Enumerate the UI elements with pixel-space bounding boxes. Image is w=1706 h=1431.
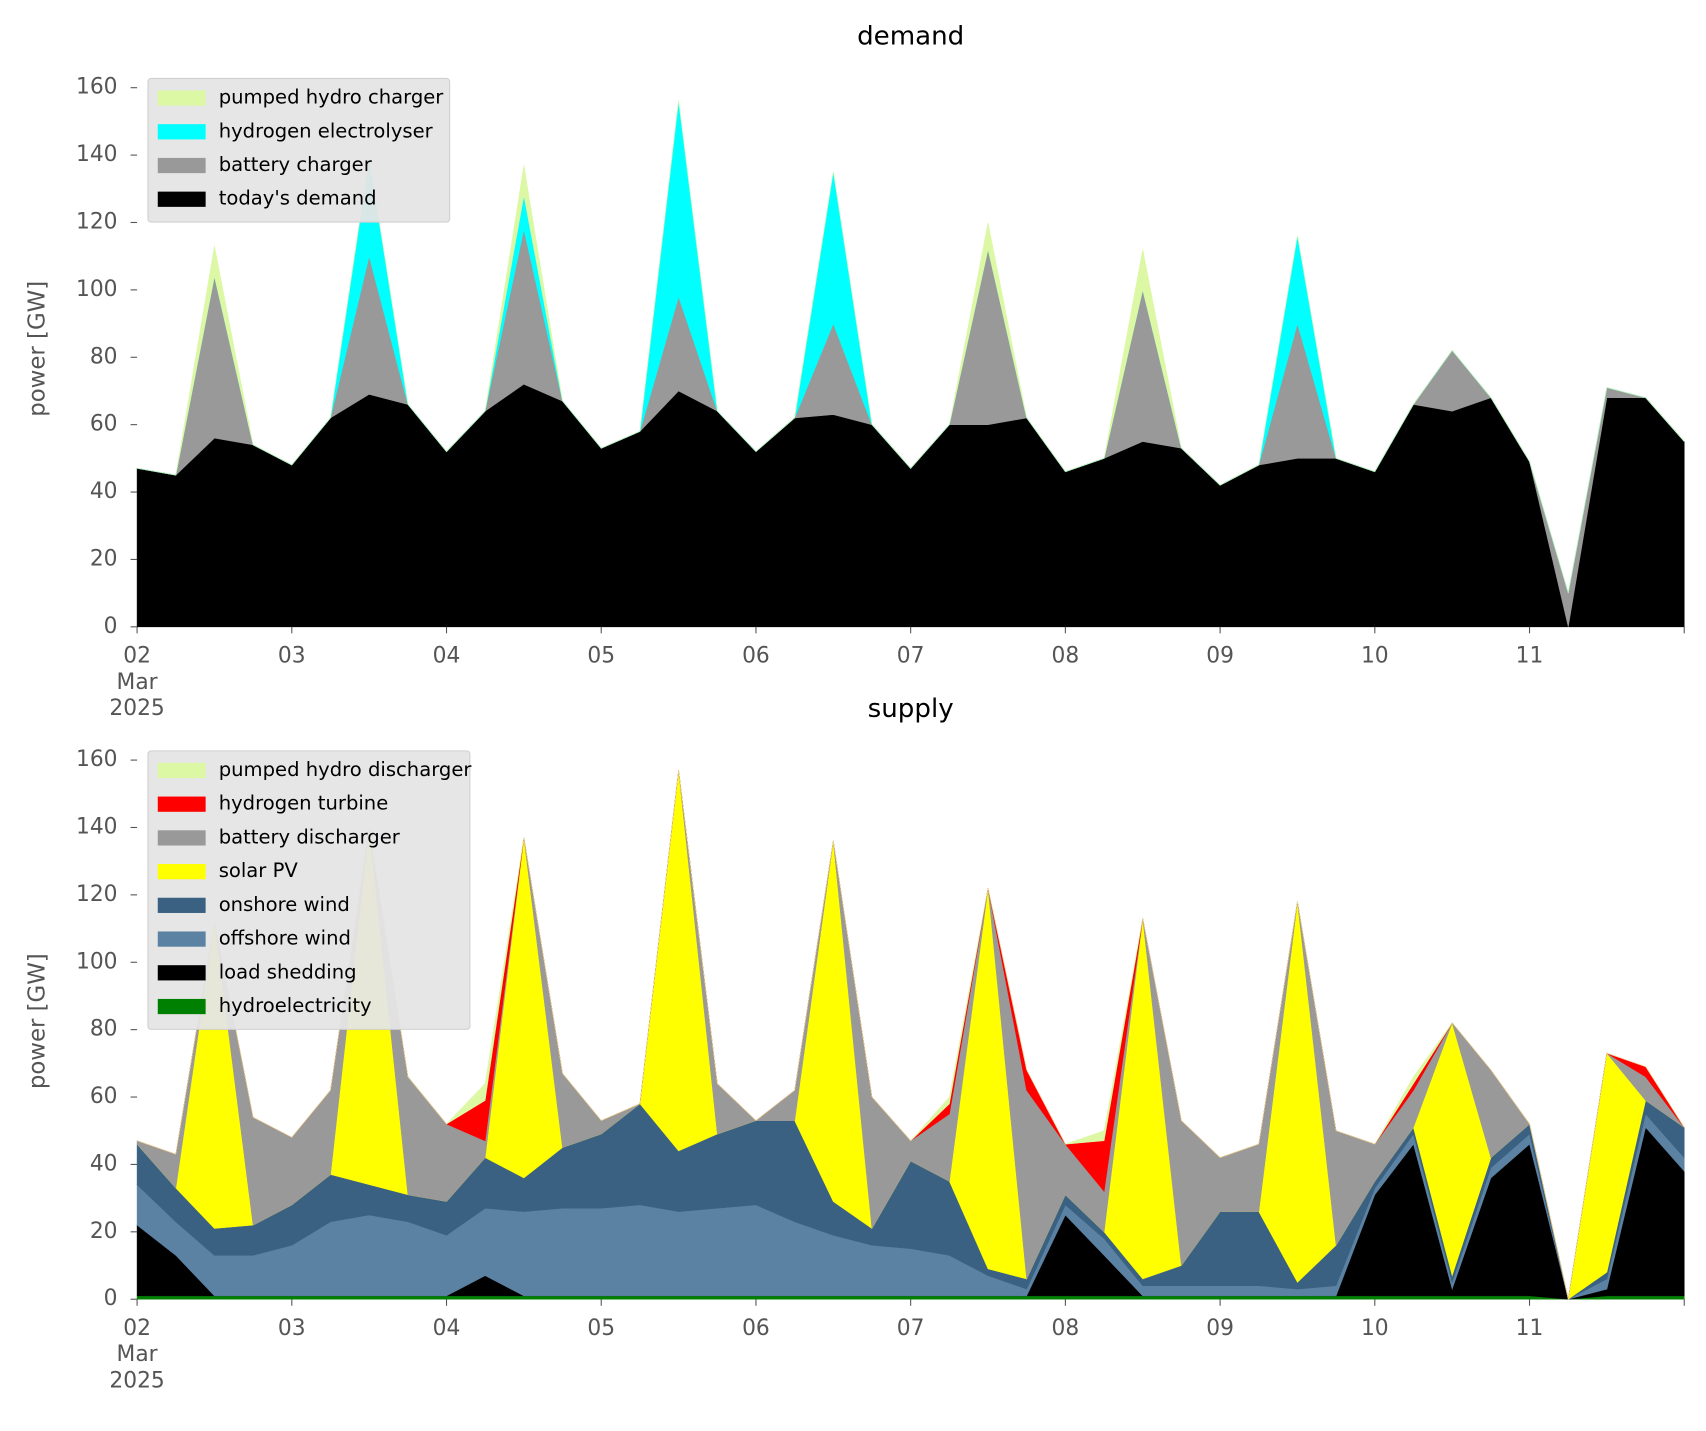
legend-swatch	[157, 796, 206, 812]
x-tick-label: 10	[1360, 642, 1389, 669]
legend-label: load shedding	[219, 960, 357, 983]
x-tick-label-box: 10	[1360, 1314, 1389, 1341]
legend-box	[147, 750, 471, 1030]
x-tick-label: 10	[1360, 1314, 1389, 1341]
x-tick-label-box: 02 Mar 2025	[109, 642, 165, 721]
x-tick-label: 02 Mar 2025	[109, 642, 165, 721]
legend-label: hydroelectricity	[219, 994, 372, 1017]
x-tick-label-box: 04	[432, 642, 461, 669]
x-tick-label-box: 11	[1515, 1314, 1544, 1341]
legend-label: hydrogen turbine	[219, 792, 389, 815]
chart-title: demand	[857, 22, 964, 52]
y-tick-label: 140	[76, 814, 118, 839]
x-tick-label: 02 Mar 2025	[109, 1314, 165, 1393]
x-tick-label-box: 03	[277, 1314, 306, 1341]
x-tick-label-box: 05	[587, 642, 616, 669]
y-axis-label: power [GW]	[25, 281, 51, 417]
y-tick-label: 80	[90, 1017, 118, 1042]
legend-label: battery discharger	[219, 825, 401, 848]
x-tick-label: 04	[432, 1314, 461, 1341]
y-tick-label: 60	[90, 412, 118, 437]
area	[137, 101, 1685, 594]
x-tick-label-box: 06	[742, 642, 770, 669]
y-tick-label: 100	[76, 949, 118, 974]
legend-swatch	[157, 830, 206, 846]
legend-swatch	[157, 90, 206, 106]
x-tick-label-box: 10	[1360, 642, 1389, 669]
x-tick-label: 06	[742, 1314, 770, 1341]
legend-box	[147, 77, 451, 223]
x-tick-label-box: 07	[896, 642, 925, 669]
x-tick-label: 11	[1515, 642, 1544, 669]
x-tick-label-box: 08	[1051, 1314, 1080, 1341]
y-tick-label: 40	[90, 1151, 118, 1176]
legend-swatch	[157, 157, 206, 174]
legend-label: pumped hydro discharger	[219, 758, 473, 781]
x-tick-label: 04	[432, 642, 461, 669]
x-tick-label-box	[1630, 642, 1706, 729]
legend-label: battery charger	[219, 153, 373, 176]
x-tick-label: 08	[1051, 1314, 1080, 1341]
x-tick-label: 07	[896, 1314, 925, 1341]
legend-swatch	[157, 864, 206, 880]
x-tick-label-box: 09	[1206, 1314, 1234, 1341]
legend-label: solar PV	[219, 859, 299, 882]
x-tick-label: 05	[587, 642, 616, 669]
legend-swatch	[157, 931, 206, 947]
x-tick-label-box: 07	[896, 1314, 925, 1341]
y-axis-label: power [GW]	[25, 953, 51, 1089]
x-tick-label: 05	[587, 1314, 616, 1341]
x-tick-label: 11	[1515, 1314, 1544, 1341]
y-tick-label: 120	[76, 882, 118, 907]
x-tick-label-box: 05	[587, 1314, 616, 1341]
y-tick-label: 160	[76, 75, 118, 100]
legend-swatch	[157, 998, 206, 1015]
x-tick-label: 09	[1206, 642, 1234, 669]
x-tick-label-box: 09	[1206, 642, 1234, 669]
y-tick-label: 0	[104, 614, 118, 639]
y-tick-label: 20	[90, 546, 118, 571]
y-tick-label: 20	[90, 1219, 118, 1244]
x-tick-label-box: 06	[742, 1314, 770, 1341]
y-tick-label: 0	[104, 1286, 118, 1311]
y-tick-label: 80	[90, 344, 118, 369]
area	[136, 770, 1685, 1300]
chart-title: supply	[868, 694, 954, 724]
x-tick-label-box: 02 Mar 2025	[109, 1314, 165, 1393]
x-tick-label: 07	[896, 642, 925, 669]
legend-label: pumped hydro charger	[219, 86, 445, 109]
x-tick-label: 03	[277, 642, 306, 669]
x-tick-label-box: 04	[432, 1314, 461, 1341]
y-tick-label: 60	[90, 1084, 118, 1109]
y-tick-label: 140	[76, 142, 118, 167]
y-tick-label: 160	[76, 747, 118, 772]
x-tick-label-box: 11	[1515, 642, 1544, 669]
x-tick-label-box: 08	[1051, 642, 1080, 669]
legend-label: hydrogen electrolyser	[219, 119, 434, 142]
legend-label: today's demand	[219, 187, 377, 210]
legend-swatch	[157, 897, 206, 913]
x-tick-label: 09	[1206, 1314, 1234, 1341]
y-tick-label: 40	[90, 479, 118, 504]
x-tick-label: 08	[1051, 642, 1080, 669]
x-tick-label: 03	[277, 1314, 306, 1341]
legend-label: onshore wind	[219, 893, 350, 916]
y-tick-label: 100	[76, 277, 118, 302]
legend-swatch	[157, 762, 206, 779]
legend-swatch	[157, 965, 206, 981]
legend-swatch	[157, 124, 206, 140]
legend-label: offshore wind	[219, 927, 351, 950]
area	[136, 1295, 1685, 1300]
y-tick-label: 120	[76, 209, 118, 234]
x-tick-label-box	[1630, 1314, 1706, 1401]
area	[136, 383, 1685, 628]
x-tick-label: 06	[742, 642, 770, 669]
x-tick-label-box: 03	[277, 642, 306, 669]
legend-swatch	[157, 191, 206, 207]
